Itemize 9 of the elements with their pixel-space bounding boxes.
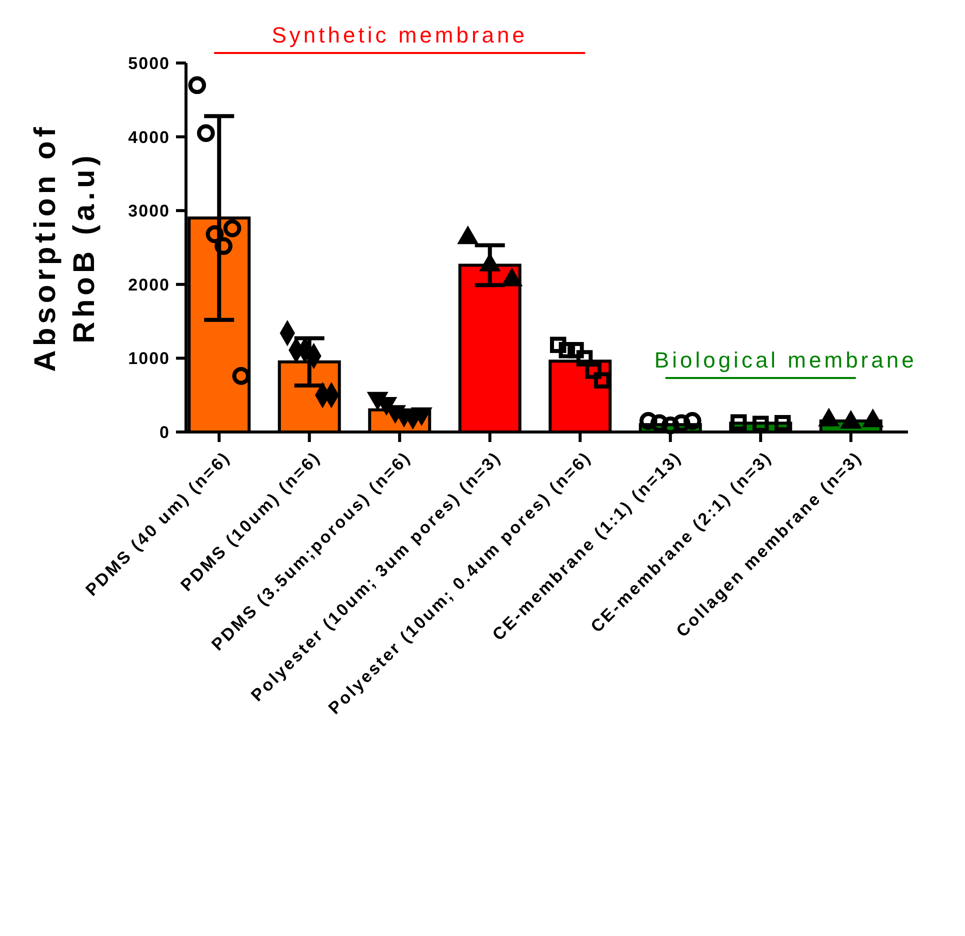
y-tick-label: 0 xyxy=(160,422,170,442)
annotation: Biological membrane xyxy=(654,348,917,373)
y-tick-label: 3000 xyxy=(128,202,170,221)
y-tick-label: 1000 xyxy=(128,349,170,368)
y-tick-label: 2000 xyxy=(128,275,170,294)
text: Synthetic membrane xyxy=(272,22,528,48)
y-tick-label: 4000 xyxy=(128,128,170,147)
y-tick-label: 5000 xyxy=(128,54,170,73)
y-axis-title: Absorption of RhoB (a.u) xyxy=(29,123,101,372)
